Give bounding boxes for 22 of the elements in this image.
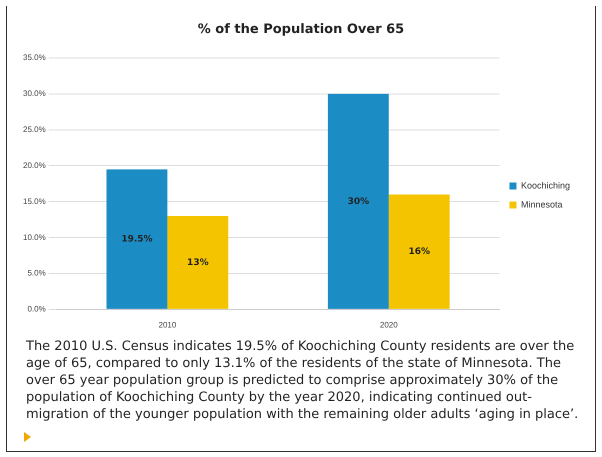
bar [167,216,228,309]
y-tick-label: 35.0% [22,53,46,62]
text: The 2010 U.S. Census indicates 19.5% of Koochiching County residents are over the age of 65, compared to only 13.1% of the residents of the state of Minnesota. The over 65 year population group is predicted to comprise approximately 30% of the population of Koochiching County by the year 2020, indicating continued out-migration of the younger population with the remaining older adults ‘aging in place’. [26,338,580,423]
bar [388,194,450,309]
bar [328,94,389,309]
x-tick-label: 2010 [158,320,177,330]
y-tick-label: 30.0% [22,89,46,98]
y-tick-label: 5.0% [27,268,46,278]
data-label: 13% [187,258,209,268]
chart-title: % of the Population Over 65 [196,22,406,37]
y-tick-label: 0.0% [27,304,46,314]
data-label: 30% [348,196,370,207]
legend-label: Minnesota [520,199,562,210]
y-tick-label: 20.0% [22,160,46,170]
y-tick-label: 25.0% [22,125,46,134]
data-label: 16% [408,247,430,258]
legend-label: Koochiching [520,180,570,190]
y-tick-label: 10.0% [22,232,46,242]
y-tick-label: 15.0% [22,196,46,206]
data-label: 19.5% [121,234,153,244]
bar [106,169,168,309]
x-tick-label: 2020 [380,320,398,330]
